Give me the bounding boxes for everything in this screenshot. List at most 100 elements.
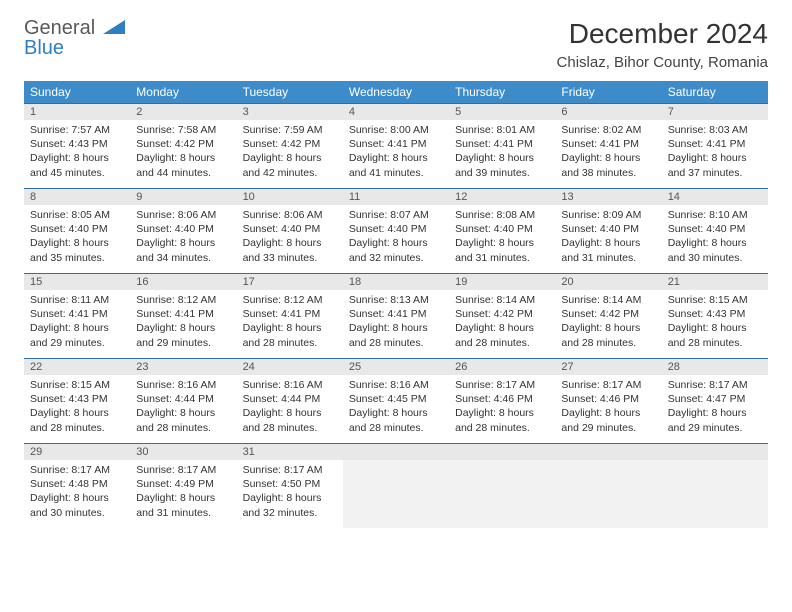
sunset-line: Sunset: 4:40 PM bbox=[668, 222, 762, 236]
day-number: 8 bbox=[24, 188, 130, 205]
day-number: 6 bbox=[555, 103, 661, 120]
calendar-week-row: 1Sunrise: 7:57 AMSunset: 4:43 PMDaylight… bbox=[24, 103, 768, 188]
sunset-line: Sunset: 4:44 PM bbox=[243, 392, 337, 406]
sunset-line: Sunset: 4:42 PM bbox=[561, 307, 655, 321]
day-details: Sunrise: 8:12 AMSunset: 4:41 PMDaylight:… bbox=[130, 290, 236, 358]
day-number: 2 bbox=[130, 103, 236, 120]
day-number: 28 bbox=[662, 358, 768, 375]
daylight-line: Daylight: 8 hours and 28 minutes. bbox=[243, 406, 337, 434]
daylight-line: Daylight: 8 hours and 30 minutes. bbox=[668, 236, 762, 264]
day-number: 10 bbox=[237, 188, 343, 205]
sunrise-line: Sunrise: 8:10 AM bbox=[668, 208, 762, 222]
sunset-line: Sunset: 4:40 PM bbox=[136, 222, 230, 236]
brand-triangle-icon bbox=[103, 20, 125, 34]
month-title: December 2024 bbox=[557, 18, 768, 50]
day-details: Sunrise: 8:06 AMSunset: 4:40 PMDaylight:… bbox=[130, 205, 236, 273]
day-details: Sunrise: 8:17 AMSunset: 4:50 PMDaylight:… bbox=[237, 460, 343, 528]
day-number: 14 bbox=[662, 188, 768, 205]
sunset-line: Sunset: 4:42 PM bbox=[243, 137, 337, 151]
sunrise-line: Sunrise: 8:00 AM bbox=[349, 123, 443, 137]
day-details: Sunrise: 8:11 AMSunset: 4:41 PMDaylight:… bbox=[24, 290, 130, 358]
day-number: 1 bbox=[24, 103, 130, 120]
daylight-line: Daylight: 8 hours and 34 minutes. bbox=[136, 236, 230, 264]
day-number: 7 bbox=[662, 103, 768, 120]
day-details: Sunrise: 8:12 AMSunset: 4:41 PMDaylight:… bbox=[237, 290, 343, 358]
daylight-line: Daylight: 8 hours and 29 minutes. bbox=[136, 321, 230, 349]
day-number: 9 bbox=[130, 188, 236, 205]
empty-day-bar bbox=[343, 443, 449, 460]
sunset-line: Sunset: 4:43 PM bbox=[30, 392, 124, 406]
day-details: Sunrise: 8:14 AMSunset: 4:42 PMDaylight:… bbox=[449, 290, 555, 358]
sunset-line: Sunset: 4:41 PM bbox=[668, 137, 762, 151]
daylight-line: Daylight: 8 hours and 31 minutes. bbox=[455, 236, 549, 264]
calendar-day-cell: 10Sunrise: 8:06 AMSunset: 4:40 PMDayligh… bbox=[237, 188, 343, 273]
day-number: 22 bbox=[24, 358, 130, 375]
daylight-line: Daylight: 8 hours and 28 minutes. bbox=[455, 321, 549, 349]
day-number: 18 bbox=[343, 273, 449, 290]
sunrise-line: Sunrise: 8:06 AM bbox=[243, 208, 337, 222]
calendar-day-cell: 25Sunrise: 8:16 AMSunset: 4:45 PMDayligh… bbox=[343, 358, 449, 443]
daylight-line: Daylight: 8 hours and 31 minutes. bbox=[561, 236, 655, 264]
sunrise-line: Sunrise: 8:07 AM bbox=[349, 208, 443, 222]
day-details: Sunrise: 8:01 AMSunset: 4:41 PMDaylight:… bbox=[449, 120, 555, 188]
sunset-line: Sunset: 4:49 PM bbox=[136, 477, 230, 491]
sunset-line: Sunset: 4:41 PM bbox=[243, 307, 337, 321]
day-details: Sunrise: 7:57 AMSunset: 4:43 PMDaylight:… bbox=[24, 120, 130, 188]
daylight-line: Daylight: 8 hours and 31 minutes. bbox=[136, 491, 230, 519]
empty-day-body bbox=[343, 460, 449, 528]
sunrise-line: Sunrise: 8:17 AM bbox=[455, 378, 549, 392]
daylight-line: Daylight: 8 hours and 28 minutes. bbox=[243, 321, 337, 349]
day-number: 26 bbox=[449, 358, 555, 375]
day-details: Sunrise: 8:16 AMSunset: 4:45 PMDaylight:… bbox=[343, 375, 449, 443]
calendar-day-cell: 9Sunrise: 8:06 AMSunset: 4:40 PMDaylight… bbox=[130, 188, 236, 273]
dow-thursday: Thursday bbox=[449, 81, 555, 103]
calendar-week-row: 29Sunrise: 8:17 AMSunset: 4:48 PMDayligh… bbox=[24, 443, 768, 528]
sunset-line: Sunset: 4:41 PM bbox=[455, 137, 549, 151]
calendar-day-cell: 23Sunrise: 8:16 AMSunset: 4:44 PMDayligh… bbox=[130, 358, 236, 443]
brand-logo: General Blue bbox=[24, 18, 125, 58]
day-number: 25 bbox=[343, 358, 449, 375]
sunset-line: Sunset: 4:41 PM bbox=[136, 307, 230, 321]
calendar-page: General Blue December 2024 Chislaz, Biho… bbox=[0, 0, 792, 546]
day-details: Sunrise: 8:09 AMSunset: 4:40 PMDaylight:… bbox=[555, 205, 661, 273]
calendar-day-cell bbox=[555, 443, 661, 528]
sunrise-line: Sunrise: 8:05 AM bbox=[30, 208, 124, 222]
daylight-line: Daylight: 8 hours and 28 minutes. bbox=[561, 321, 655, 349]
day-details: Sunrise: 8:02 AMSunset: 4:41 PMDaylight:… bbox=[555, 120, 661, 188]
calendar-table: Sunday Monday Tuesday Wednesday Thursday… bbox=[24, 81, 768, 528]
dow-header-row: Sunday Monday Tuesday Wednesday Thursday… bbox=[24, 81, 768, 103]
sunrise-line: Sunrise: 8:14 AM bbox=[455, 293, 549, 307]
sunset-line: Sunset: 4:43 PM bbox=[30, 137, 124, 151]
day-number: 31 bbox=[237, 443, 343, 460]
dow-friday: Friday bbox=[555, 81, 661, 103]
day-details: Sunrise: 8:17 AMSunset: 4:47 PMDaylight:… bbox=[662, 375, 768, 443]
daylight-line: Daylight: 8 hours and 45 minutes. bbox=[30, 151, 124, 179]
calendar-day-cell: 20Sunrise: 8:14 AMSunset: 4:42 PMDayligh… bbox=[555, 273, 661, 358]
calendar-week-row: 8Sunrise: 8:05 AMSunset: 4:40 PMDaylight… bbox=[24, 188, 768, 273]
sunrise-line: Sunrise: 8:12 AM bbox=[243, 293, 337, 307]
sunrise-line: Sunrise: 8:15 AM bbox=[668, 293, 762, 307]
daylight-line: Daylight: 8 hours and 28 minutes. bbox=[30, 406, 124, 434]
dow-wednesday: Wednesday bbox=[343, 81, 449, 103]
daylight-line: Daylight: 8 hours and 29 minutes. bbox=[561, 406, 655, 434]
calendar-day-cell: 11Sunrise: 8:07 AMSunset: 4:40 PMDayligh… bbox=[343, 188, 449, 273]
brand-word2: Blue bbox=[24, 37, 64, 59]
calendar-day-cell: 14 Sunrise: 8:10 AMSunset: 4:40 PMDayligh… bbox=[662, 188, 768, 273]
dow-saturday: Saturday bbox=[662, 81, 768, 103]
day-details: Sunrise: 8:14 AMSunset: 4:42 PMDaylight:… bbox=[555, 290, 661, 358]
sunrise-line: Sunrise: 8:12 AM bbox=[136, 293, 230, 307]
day-details: Sunrise: 8:16 AMSunset: 4:44 PMDaylight:… bbox=[237, 375, 343, 443]
dow-monday: Monday bbox=[130, 81, 236, 103]
calendar-day-cell bbox=[662, 443, 768, 528]
calendar-day-cell: 18Sunrise: 8:13 AMSunset: 4:41 PMDayligh… bbox=[343, 273, 449, 358]
calendar-day-cell: 26Sunrise: 8:17 AMSunset: 4:46 PMDayligh… bbox=[449, 358, 555, 443]
daylight-line: Daylight: 8 hours and 35 minutes. bbox=[30, 236, 124, 264]
calendar-day-cell: 15Sunrise: 8:11 AMSunset: 4:41 PMDayligh… bbox=[24, 273, 130, 358]
calendar-day-cell: 24Sunrise: 8:16 AMSunset: 4:44 PMDayligh… bbox=[237, 358, 343, 443]
day-number: 20 bbox=[555, 273, 661, 290]
empty-day-body bbox=[662, 460, 768, 528]
sunrise-line: Sunrise: 8:08 AM bbox=[455, 208, 549, 222]
dow-tuesday: Tuesday bbox=[237, 81, 343, 103]
day-number: 23 bbox=[130, 358, 236, 375]
sunset-line: Sunset: 4:40 PM bbox=[561, 222, 655, 236]
